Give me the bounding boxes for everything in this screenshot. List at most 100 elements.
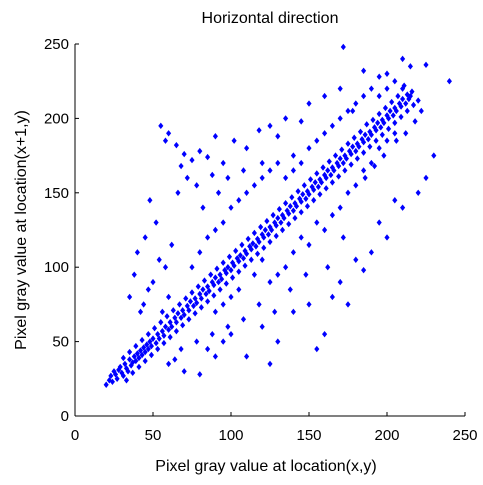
data-point — [206, 287, 212, 295]
data-point — [283, 200, 289, 207]
data-point — [219, 275, 225, 283]
data-points — [103, 43, 452, 388]
data-point — [267, 122, 273, 130]
data-point — [142, 234, 148, 241]
data-point — [329, 122, 335, 130]
data-point — [139, 351, 145, 359]
data-point — [283, 264, 289, 271]
data-point — [336, 162, 342, 170]
data-point — [315, 183, 321, 191]
y-axis-title: Pixel gray value at location(x+1,y) — [13, 110, 30, 350]
data-point — [412, 118, 418, 125]
data-point — [353, 256, 359, 263]
data-point — [400, 95, 406, 103]
data-point — [256, 238, 262, 246]
plot-area — [74, 43, 465, 417]
data-point — [283, 174, 289, 182]
x-tick-label: 250 — [452, 427, 477, 444]
data-point — [403, 130, 409, 137]
data-point — [189, 264, 195, 271]
data-point — [264, 217, 270, 225]
data-point — [325, 167, 331, 174]
data-point — [323, 174, 329, 182]
data-point — [339, 146, 345, 153]
data-point — [205, 345, 211, 353]
data-point — [350, 143, 356, 150]
data-point — [167, 333, 173, 341]
data-point — [145, 330, 151, 338]
data-point — [275, 133, 281, 140]
y-tick-label: 150 — [44, 185, 69, 202]
data-point — [131, 353, 137, 360]
data-point — [142, 348, 148, 356]
data-point — [289, 194, 295, 201]
data-point — [158, 319, 164, 326]
data-point — [209, 171, 215, 179]
data-point — [194, 182, 200, 189]
data-point — [345, 189, 351, 196]
x-tick-label: 0 — [71, 427, 79, 444]
data-point — [133, 357, 139, 365]
y-tick-label: 0 — [61, 408, 69, 425]
data-point — [127, 348, 133, 356]
data-point — [159, 327, 165, 335]
data-point — [329, 211, 335, 219]
data-point — [361, 266, 367, 274]
data-point — [376, 219, 382, 226]
data-point — [244, 353, 250, 360]
data-point — [205, 298, 211, 305]
data-point — [290, 152, 296, 159]
data-point — [144, 341, 150, 348]
data-point — [370, 116, 376, 124]
data-point — [409, 88, 415, 95]
data-point — [273, 232, 279, 240]
data-point — [386, 115, 392, 122]
data-point — [423, 61, 429, 69]
data-point — [400, 55, 406, 63]
data-point — [398, 103, 404, 110]
data-point — [265, 231, 271, 238]
data-point — [354, 155, 360, 162]
data-point — [325, 264, 331, 271]
data-point — [205, 283, 211, 290]
data-point — [236, 197, 242, 204]
data-point — [298, 198, 304, 205]
data-point — [109, 378, 115, 385]
data-point — [304, 202, 310, 210]
data-point — [306, 191, 312, 198]
data-point — [396, 100, 403, 107]
data-point — [379, 131, 385, 138]
data-point — [125, 368, 131, 375]
y-tick-label: 100 — [44, 259, 69, 276]
data-point — [381, 152, 387, 159]
data-point — [318, 179, 325, 186]
data-point — [392, 197, 398, 204]
data-point — [376, 144, 382, 152]
data-point — [301, 182, 307, 189]
data-point — [176, 301, 183, 308]
data-point — [158, 122, 164, 130]
data-point — [223, 269, 229, 277]
data-point — [350, 107, 356, 115]
data-point — [364, 121, 370, 128]
data-point — [244, 250, 250, 258]
data-point — [184, 302, 190, 310]
data-point — [220, 301, 226, 308]
data-point — [392, 130, 398, 137]
data-point — [228, 204, 234, 211]
data-point — [303, 271, 309, 278]
data-point — [162, 137, 169, 144]
data-point — [141, 344, 147, 351]
data-point — [189, 156, 195, 164]
data-point — [178, 314, 184, 321]
data-point — [170, 307, 176, 314]
data-point — [331, 167, 337, 174]
data-point — [306, 301, 312, 308]
data-point — [286, 210, 292, 217]
data-point — [290, 308, 296, 316]
data-point — [212, 353, 218, 360]
data-point — [200, 286, 206, 293]
data-point — [423, 174, 429, 182]
data-point — [225, 323, 231, 330]
